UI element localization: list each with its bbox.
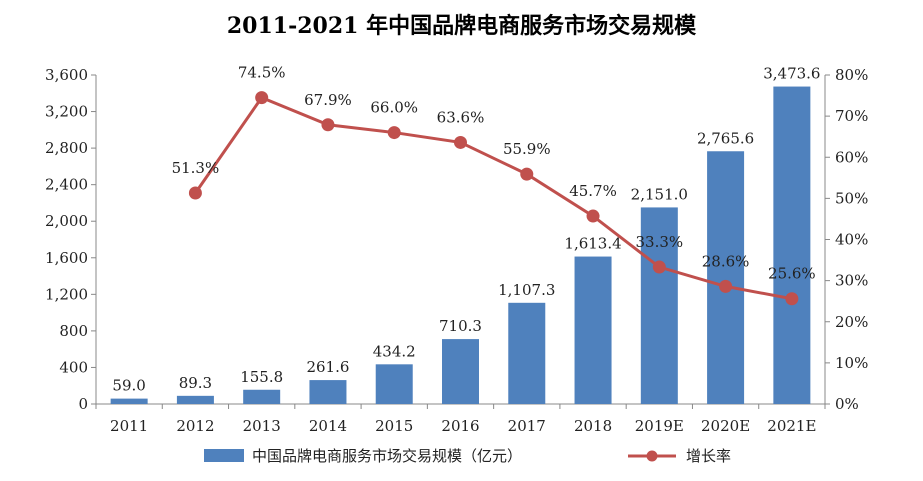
bar xyxy=(110,398,148,404)
right-tick-label: 0% xyxy=(835,395,859,413)
growth-rate-label: 55.9% xyxy=(503,140,551,158)
growth-rate-label: 67.9% xyxy=(304,91,352,109)
left-tick-label: 1,200 xyxy=(45,285,88,303)
growth-rate-label: 33.3% xyxy=(635,233,683,251)
x-tick-label: 2018 xyxy=(574,417,612,435)
right-tick-label: 70% xyxy=(835,107,868,125)
x-tick-label: 2015 xyxy=(375,417,413,435)
bar xyxy=(574,256,612,404)
bar-data-label: 710.3 xyxy=(439,317,482,335)
right-tick-label: 80% xyxy=(835,66,868,84)
bar-data-label: 2,151.0 xyxy=(631,185,688,203)
bar xyxy=(176,395,214,404)
growth-rate-label: 63.6% xyxy=(437,108,485,126)
growth-rate-point xyxy=(785,292,799,306)
growth-rate-point xyxy=(586,209,600,223)
left-tick-label: 400 xyxy=(59,358,88,376)
growth-rate-label: 25.6% xyxy=(768,265,816,283)
bar xyxy=(309,380,347,404)
bar-data-label: 155.8 xyxy=(240,368,283,386)
bar xyxy=(243,389,281,404)
legend-bar-swatch xyxy=(204,449,244,462)
right-tick-label: 10% xyxy=(835,354,868,372)
left-tick-label: 2,800 xyxy=(45,139,88,157)
bar-data-label: 2,765.6 xyxy=(697,129,754,147)
growth-rate-point xyxy=(321,118,335,132)
bar xyxy=(442,339,479,404)
x-tick-label: 2013 xyxy=(243,417,281,435)
growth-rate-point xyxy=(520,167,534,181)
right-tick-label: 20% xyxy=(835,313,868,331)
growth-rate-point xyxy=(719,279,733,293)
bar-data-label: 1,613.4 xyxy=(564,235,621,253)
left-tick-label: 0 xyxy=(78,395,88,413)
left-tick-label: 1,600 xyxy=(45,249,88,267)
growth-rate-label: 51.3% xyxy=(172,159,220,177)
left-tick-label: 2,000 xyxy=(45,212,88,230)
x-tick-label: 2020E xyxy=(701,417,750,435)
growth-rate-label: 66.0% xyxy=(370,99,418,117)
x-tick-label: 2012 xyxy=(176,417,214,435)
bar-data-label: 3,473.6 xyxy=(763,65,820,83)
x-tick-label: 2011 xyxy=(110,417,148,435)
bar xyxy=(375,364,413,404)
growth-rate-point xyxy=(454,135,467,149)
legend-line-label: 增长率 xyxy=(686,447,731,465)
right-tick-label: 40% xyxy=(835,231,868,249)
bar-data-label: 59.0 xyxy=(112,377,145,395)
x-tick-label: 2021E xyxy=(767,417,816,435)
growth-rate-point xyxy=(387,126,401,140)
right-tick-label: 60% xyxy=(835,148,868,166)
bar xyxy=(508,302,546,404)
left-tick-label: 3,200 xyxy=(45,103,88,121)
bar-data-label: 261.6 xyxy=(306,358,349,376)
x-tick-label: 2017 xyxy=(508,417,546,435)
growth-rate-label: 28.6% xyxy=(702,252,750,270)
legend-bar-label: 中国品牌电商服务市场交易规模（亿元） xyxy=(252,447,522,465)
bar xyxy=(640,207,678,404)
growth-rate-point xyxy=(188,186,202,200)
left-tick-label: 800 xyxy=(59,322,88,340)
bar xyxy=(707,151,745,404)
x-tick-label: 2019E xyxy=(635,417,684,435)
bar xyxy=(773,86,811,405)
growth-rate-label: 45.7% xyxy=(569,182,617,200)
bar-data-label: 1,107.3 xyxy=(498,281,555,299)
right-tick-label: 30% xyxy=(835,272,868,290)
x-tick-label: 2014 xyxy=(309,417,347,435)
growth-rate-point xyxy=(255,91,269,105)
bar-data-label: 434.2 xyxy=(373,342,416,360)
growth-rate-line xyxy=(194,95,793,301)
legend-line-marker xyxy=(646,450,658,462)
chart-title: 2011-2021 年中国品牌电商服务市场交易规模 xyxy=(226,13,697,39)
left-tick-label: 2,400 xyxy=(45,176,88,194)
x-tick-label: 2016 xyxy=(441,417,479,435)
growth-rate-label: 74.5% xyxy=(238,64,286,82)
growth-rate-point xyxy=(652,260,666,274)
right-tick-label: 50% xyxy=(835,189,868,207)
bar-data-label: 89.3 xyxy=(179,374,212,392)
left-tick-label: 3,600 xyxy=(45,66,88,84)
